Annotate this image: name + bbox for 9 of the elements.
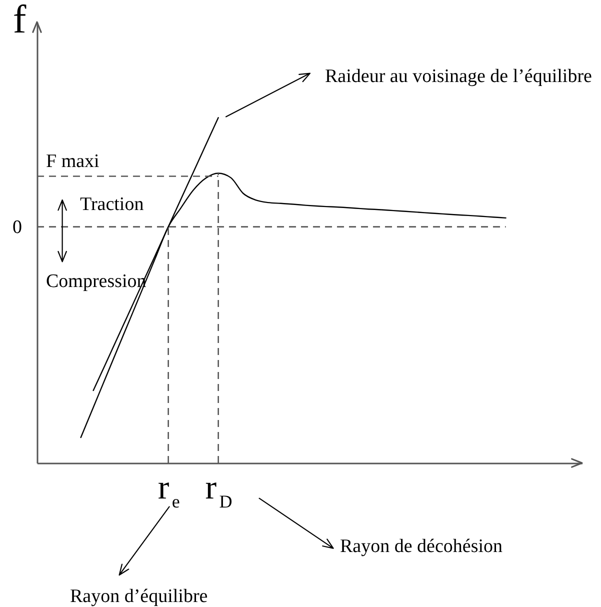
annotation: Traction <box>80 194 144 215</box>
text: Rayon d’équilibre <box>70 586 208 607</box>
x-tick-label: r$_{e}$ <box>158 470 180 512</box>
x-tick-label: r$_{D}$ <box>205 470 232 512</box>
ref-line-label: 0 <box>12 216 22 238</box>
y-axis-title: f <box>12 0 27 42</box>
text: Rayon de décohésion <box>340 536 504 557</box>
ref-line-label: F maxi <box>46 151 100 172</box>
text: Raideur au voisinage de l’équilibre <box>325 66 592 87</box>
